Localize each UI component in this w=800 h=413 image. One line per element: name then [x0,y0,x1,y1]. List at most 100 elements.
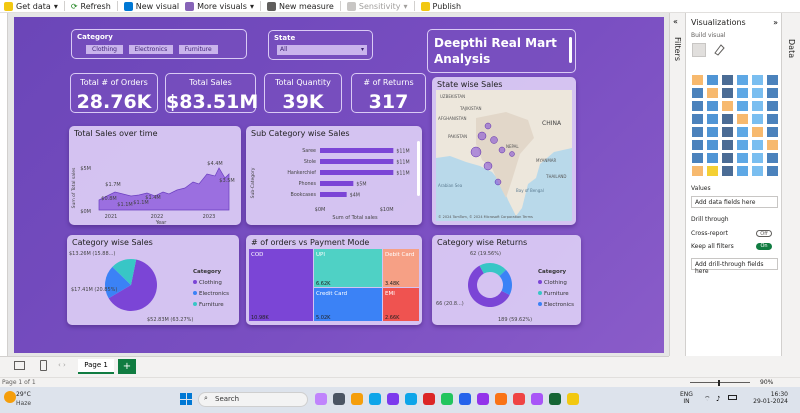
data-pane[interactable]: Data [781,13,800,356]
visual-type-icon[interactable] [707,88,718,98]
visual-type-icon[interactable] [692,114,703,124]
visual-type-icon[interactable] [692,88,703,98]
state-dropdown[interactable]: All ▾ [277,45,367,55]
visual-type-icon[interactable] [737,140,748,150]
taskbar-search[interactable]: ⌕ Search [198,392,308,407]
payment-mode-visual[interactable]: # of orders vs Payment Mode COD 10.98K UPI… [246,235,422,325]
new-measure-button[interactable]: New measure [266,1,334,11]
taskbar-app-icon[interactable] [459,393,471,405]
visual-type-icon[interactable] [737,101,748,111]
visual-type-icon[interactable] [707,75,718,85]
visual-type-icon[interactable] [737,166,748,176]
cross-report-toggle[interactable]: Off [756,230,772,237]
build-visual-icon[interactable] [692,43,706,57]
tab-page-1[interactable]: Page 1 [78,359,114,374]
map-canvas[interactable]: UZBEKISTAN TAJIKISTAN AFGHANISTAN CHINA … [436,90,572,221]
visual-type-icon[interactable] [752,88,763,98]
visual-type-icon[interactable] [767,75,778,85]
taskbar-app-icon[interactable] [531,393,543,405]
taskbar-app-icon[interactable] [387,393,399,405]
visual-type-icon[interactable] [737,127,748,137]
visual-type-icon[interactable] [752,114,763,124]
visual-type-icon[interactable] [737,114,748,124]
visual-type-icon[interactable] [767,127,778,137]
more-visuals-button[interactable]: More visuals ▾ [185,1,254,11]
visual-type-icon[interactable] [767,140,778,150]
map-bubble[interactable] [509,151,515,157]
visual-type-icon[interactable] [722,75,733,85]
volume-icon[interactable]: ♪ [716,395,721,403]
visual-type-icon[interactable] [722,166,733,176]
visual-type-icon[interactable] [752,127,763,137]
visual-type-icon[interactable] [752,75,763,85]
taskbar-app-icon[interactable] [567,393,579,405]
language-indicator[interactable]: ENG IN [680,391,693,405]
visual-type-icon[interactable] [752,140,763,150]
visual-type-icon[interactable] [707,166,718,176]
add-data-fields[interactable]: Add data fields here [691,196,778,208]
format-visual-icon[interactable] [712,43,726,57]
visual-type-icon[interactable] [707,127,718,137]
visual-type-icon[interactable] [752,153,763,163]
sensitivity-button[interactable]: Sensitivity ▾ [346,1,408,11]
taskbar-app-icon[interactable] [477,393,489,405]
chip-clothing[interactable]: Clothing [86,45,123,54]
clock[interactable]: 16:30 29-01-2024 [753,391,788,405]
battery-icon[interactable] [728,395,737,400]
taskbar-app-icon[interactable] [369,393,381,405]
filters-pane[interactable]: « Filters [669,13,685,356]
category-sales-visual[interactable]: Category wise Sales $13.26M (15.88...) $1… [67,235,239,325]
weather-icon[interactable] [4,391,16,403]
taskbar-app-icon[interactable] [441,393,453,405]
prev-page-icon[interactable]: ‹ › [58,361,66,369]
publish-button[interactable]: Publish [420,1,461,11]
refresh-button[interactable]: ⟳ Refresh [70,1,111,11]
visual-type-icon[interactable] [722,101,733,111]
visual-type-icon[interactable] [707,101,718,111]
wifi-icon[interactable]: ⌔ [704,395,711,403]
add-page-button[interactable]: + [118,359,136,374]
collapse-icon[interactable]: « [673,17,678,26]
mobile-view-icon[interactable] [40,360,47,371]
visual-type-icon[interactable] [737,153,748,163]
get-data-button[interactable]: Get data ▾ [4,1,58,11]
map-bubble[interactable] [484,122,492,130]
visual-type-icon[interactable] [752,166,763,176]
visual-type-icon[interactable] [707,140,718,150]
visual-type-icon[interactable] [722,88,733,98]
chip-furniture[interactable]: Furniture [178,45,218,54]
map-bubble[interactable] [483,161,493,171]
visual-type-icon[interactable] [722,114,733,124]
visual-type-icon[interactable] [722,153,733,163]
zoom-slider[interactable] [690,382,750,383]
sales-over-time-visual[interactable]: Total Sales over time Sum of Total sales… [69,126,241,225]
keep-filters-toggle[interactable]: On [756,243,772,250]
visual-type-icon[interactable] [737,75,748,85]
map-bubble[interactable] [470,146,482,158]
taskbar-app-icon[interactable] [423,393,435,405]
taskbar-app-icon[interactable] [495,393,507,405]
taskbar-app-icon[interactable] [513,393,525,405]
map-bubble[interactable] [490,136,498,144]
scrollbar[interactable] [417,141,420,196]
visual-type-icon[interactable] [692,153,703,163]
visual-type-icon[interactable] [767,166,778,176]
taskbar-app-icon[interactable] [351,393,363,405]
visual-type-icon[interactable] [692,166,703,176]
visual-type-icon[interactable] [707,114,718,124]
chip-electronics[interactable]: Electronics [128,45,174,54]
new-visual-button[interactable]: New visual [123,1,179,11]
map-bubble[interactable] [494,178,502,186]
visual-type-icon[interactable] [767,101,778,111]
zoom-slider-thumb[interactable] [718,380,720,386]
add-drill-through-fields[interactable]: Add drill-through fields here [691,258,778,275]
visual-type-icon[interactable] [767,114,778,124]
map-bubble[interactable] [477,131,487,141]
visual-type-icon[interactable] [722,140,733,150]
taskbar-app-icon[interactable] [315,393,327,405]
taskbar-app-icon[interactable] [405,393,417,405]
visual-type-icon[interactable] [722,127,733,137]
visual-type-icon[interactable] [767,153,778,163]
visual-type-icon[interactable] [692,140,703,150]
visual-type-icon[interactable] [707,153,718,163]
